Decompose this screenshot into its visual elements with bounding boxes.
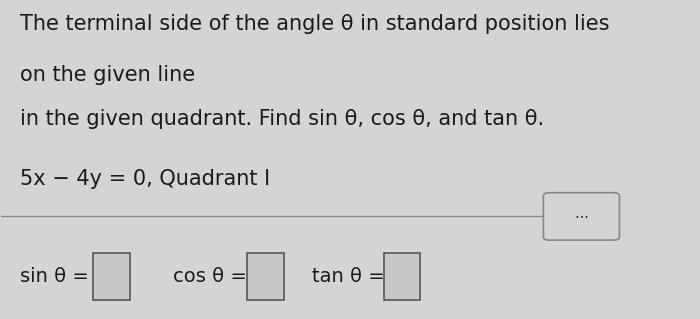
Text: sin θ =: sin θ = [20,267,95,286]
FancyBboxPatch shape [93,253,130,300]
FancyBboxPatch shape [543,193,620,240]
Text: cos θ =: cos θ = [173,267,253,286]
Text: in the given quadrant. Find sin θ, cos θ, and tan θ.: in the given quadrant. Find sin θ, cos θ… [20,109,545,129]
Text: The terminal side of the angle θ in standard position lies: The terminal side of the angle θ in stan… [20,14,610,34]
Text: 5x − 4y = 0, Quadrant I: 5x − 4y = 0, Quadrant I [20,169,270,189]
FancyBboxPatch shape [247,253,284,300]
Text: ⋯: ⋯ [575,209,589,223]
FancyBboxPatch shape [384,253,421,300]
Text: tan θ =: tan θ = [312,267,391,286]
Text: on the given line: on the given line [20,65,195,85]
